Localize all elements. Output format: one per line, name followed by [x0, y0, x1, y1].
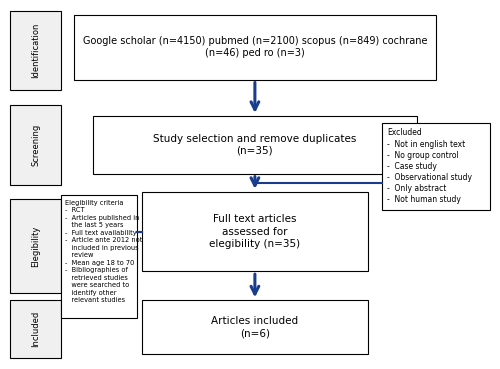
Text: Elegibility criteria
-  RCT
-  Articles published in
   the last 5 years
-  Full: Elegibility criteria - RCT - Articles pu… — [66, 200, 142, 303]
FancyBboxPatch shape — [10, 199, 62, 293]
FancyBboxPatch shape — [382, 123, 490, 210]
FancyBboxPatch shape — [142, 192, 368, 271]
FancyBboxPatch shape — [93, 116, 416, 174]
FancyBboxPatch shape — [142, 300, 368, 355]
Text: Study selection and remove duplicates
(n=35): Study selection and remove duplicates (n… — [153, 134, 356, 156]
FancyBboxPatch shape — [10, 105, 62, 184]
FancyBboxPatch shape — [10, 300, 62, 358]
Text: Excluded
-  Not in english text
-  No group control
-  Case study
-  Observation: Excluded - Not in english text - No grou… — [387, 128, 472, 204]
Text: Google scholar (n=4150) pubmed (n=2100) scopus (n=849) cochrane
(n=46) ped ro (n: Google scholar (n=4150) pubmed (n=2100) … — [82, 36, 427, 58]
Text: Articles included
(n=6): Articles included (n=6) — [212, 316, 298, 338]
FancyBboxPatch shape — [74, 14, 436, 80]
FancyBboxPatch shape — [62, 195, 138, 318]
Text: Included: Included — [31, 311, 40, 347]
FancyBboxPatch shape — [10, 11, 62, 90]
Text: Identification: Identification — [31, 23, 40, 78]
Text: Full text articles
assessed for
elegibility (n=35): Full text articles assessed for elegibil… — [210, 214, 300, 249]
Text: Elegibility: Elegibility — [31, 225, 40, 267]
Text: Screening: Screening — [31, 124, 40, 166]
